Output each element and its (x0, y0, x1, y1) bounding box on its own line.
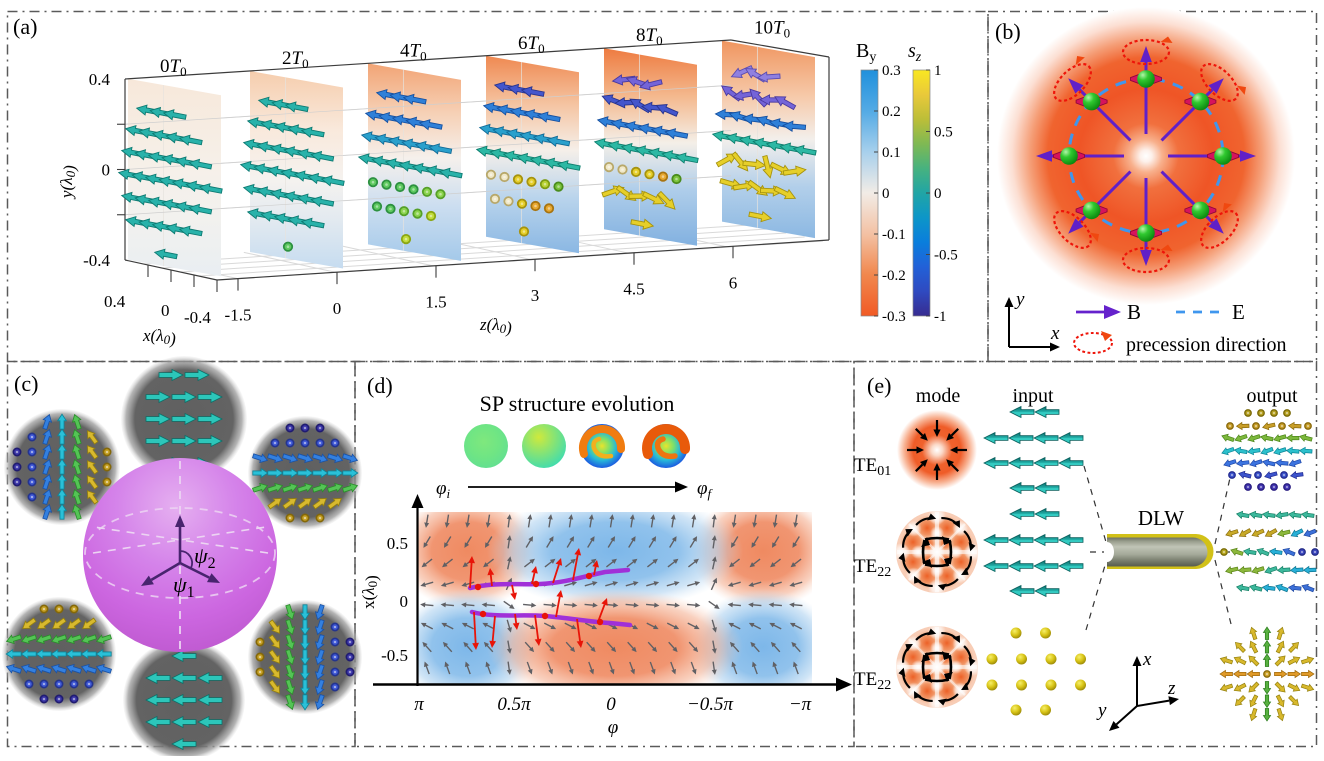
svg-text:y(λ0): y(λ0) (57, 165, 79, 200)
svg-text:(d): (d) (367, 373, 393, 398)
svg-text:(a): (a) (13, 14, 37, 39)
svg-text:0.5π: 0.5π (497, 694, 531, 715)
svg-text:1: 1 (934, 63, 942, 79)
svg-text:E: E (1232, 300, 1245, 324)
svg-text:input: input (1012, 385, 1054, 407)
svg-text:-1.5: -1.5 (225, 306, 252, 325)
svg-text:ψ2: ψ2 (194, 543, 216, 572)
svg-text:φi: φi (436, 478, 451, 501)
svg-text:φ: φ (608, 717, 619, 738)
svg-text:6: 6 (729, 273, 738, 292)
svg-text:0: 0 (606, 694, 616, 715)
svg-text:0.4: 0.4 (89, 70, 111, 89)
svg-text:−0.5π: −0.5π (687, 694, 734, 715)
svg-text:2T0: 2T0 (282, 48, 309, 71)
svg-text:SP structure evolution: SP structure evolution (480, 391, 675, 416)
svg-text:1.5: 1.5 (425, 293, 446, 312)
svg-text:B: B (1127, 300, 1141, 324)
svg-text:8T0: 8T0 (636, 25, 663, 48)
svg-text:6T0: 6T0 (518, 33, 545, 56)
svg-text:-0.1: -0.1 (882, 227, 906, 243)
svg-text:0: 0 (934, 186, 942, 202)
svg-text:0T0: 0T0 (160, 56, 187, 79)
svg-text:(c): (c) (14, 371, 38, 396)
svg-text:π: π (414, 694, 424, 715)
svg-text:(e): (e) (867, 373, 891, 398)
svg-text:-0.4: -0.4 (83, 251, 110, 270)
svg-text:-0.5: -0.5 (381, 646, 408, 665)
svg-text:10T0: 10T0 (754, 18, 790, 41)
svg-text:-1: -1 (934, 309, 947, 325)
svg-text:-0.3: -0.3 (882, 309, 906, 325)
svg-text:4.5: 4.5 (623, 280, 644, 299)
svg-text:0: 0 (333, 299, 342, 318)
svg-text:4T0: 4T0 (400, 40, 427, 63)
svg-text:0.5: 0.5 (387, 534, 408, 553)
svg-text:y: y (1014, 289, 1025, 310)
svg-text:output: output (1246, 385, 1298, 407)
svg-text:0.2: 0.2 (882, 104, 901, 120)
svg-text:precession direction: precession direction (1126, 334, 1287, 356)
svg-text:x: x (1142, 649, 1152, 670)
svg-text:mode: mode (916, 385, 961, 407)
svg-text:0: 0 (400, 592, 409, 611)
svg-text:-0.2: -0.2 (882, 268, 906, 284)
svg-text:DLW: DLW (1138, 506, 1184, 530)
svg-text:x: x (1050, 323, 1060, 344)
svg-text:0: 0 (882, 186, 890, 202)
svg-text:(b): (b) (995, 19, 1021, 44)
svg-text:ψ1: ψ1 (173, 572, 195, 601)
svg-text:z: z (1167, 678, 1176, 699)
svg-text:-0.5: -0.5 (934, 248, 958, 264)
svg-text:φf: φf (697, 478, 714, 501)
svg-text:3: 3 (531, 286, 540, 305)
svg-text:0: 0 (102, 161, 111, 180)
svg-text:0.4: 0.4 (104, 292, 126, 311)
svg-text:-0.4: -0.4 (184, 308, 211, 327)
svg-text:x(λ0): x(λ0) (142, 326, 176, 348)
svg-text:0: 0 (161, 301, 170, 320)
svg-text:sz: sz (908, 40, 922, 65)
svg-text:0.1: 0.1 (882, 145, 901, 161)
svg-text:z(λ0): z(λ0) (479, 315, 512, 337)
svg-text:0.5: 0.5 (934, 125, 953, 141)
svg-text:−π: −π (789, 694, 812, 715)
svg-text:0.3: 0.3 (882, 63, 901, 79)
svg-text:y: y (1096, 700, 1107, 721)
svg-text:x(λ0): x(λ0) (359, 575, 381, 609)
